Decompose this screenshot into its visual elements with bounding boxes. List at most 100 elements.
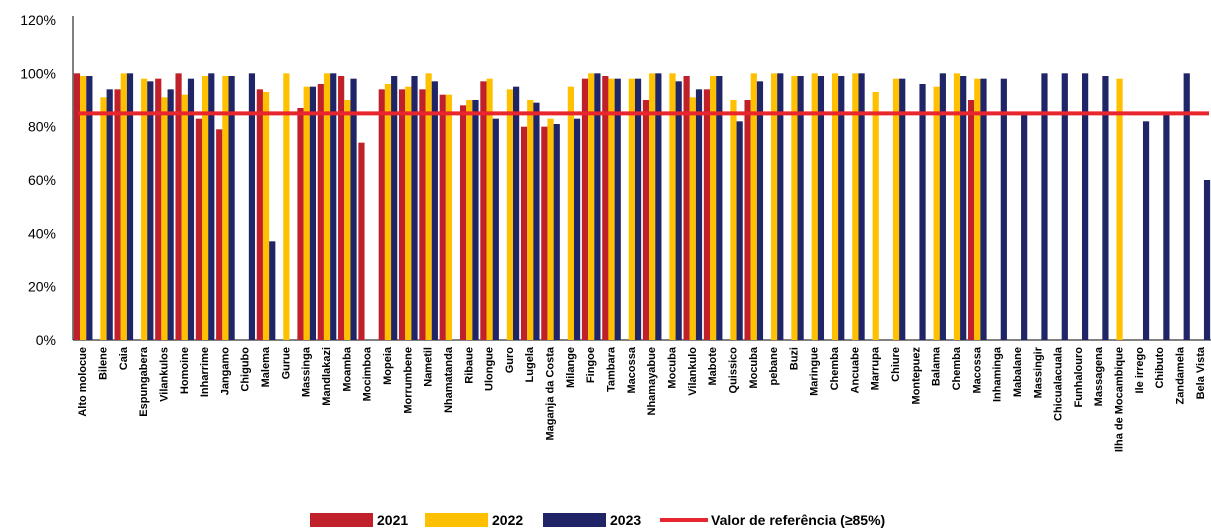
bar-2022 [161,97,168,340]
bar-2022 [506,89,514,340]
legend-label-reference: Valor de referência (≥85%) [711,512,885,528]
bar-2022 [323,73,331,340]
x-tick-label: Mabote [707,347,719,386]
bar-2022 [222,76,229,340]
bar-2023 [960,76,967,340]
bar-2023 [167,89,174,340]
bar-2023 [269,241,276,340]
bar-2022 [628,78,635,341]
bar-2023 [899,78,906,341]
x-tick-label: Mocuba [666,346,678,388]
bar-2022 [750,73,757,340]
bar-2023 [411,76,418,340]
bar-2023 [777,73,784,340]
x-tick-label: Mandlakazi [321,347,333,406]
x-tick-label: Inhaminga [992,346,1004,402]
x-tick-label: Marrupa [870,346,882,390]
bar-2021 [297,108,304,340]
y-tick-label: 40% [28,225,56,241]
bar-2021 [480,81,487,340]
bar-2022 [608,78,615,341]
x-tick-label: Bela Vista [1195,346,1207,399]
bar-2023 [1163,113,1170,340]
bar-2021 [399,89,406,340]
x-tick-label: Inharrime [199,347,211,397]
bar-2022 [120,73,127,340]
bar-2022 [953,73,961,340]
bar-2023 [106,89,113,340]
x-tick-label: Buzi [788,347,800,370]
bar-2021 [216,129,223,340]
bar-2023 [1000,78,1007,341]
x-tick-label: Macossa [626,346,638,393]
x-tick-label: Nhamayabue [646,347,658,415]
legend-label-2023: 2023 [610,512,641,528]
x-tick-label: Montepuez [910,347,922,405]
x-tick-label: Ulongue [484,347,496,391]
bar-2022 [547,118,554,340]
y-tick-label: 100% [20,65,56,81]
x-tick-label: Fingoe [585,347,597,383]
x-tick-label: Mocuba [748,346,760,388]
bar-2022 [649,73,656,340]
bar-2023 [1061,73,1068,340]
x-tick-label: Tambara [606,346,618,392]
bar-2023 [228,76,235,340]
legend-label-2022: 2022 [492,512,523,528]
bar-2022 [141,78,148,341]
bar-2023 [675,81,682,340]
bar-2023 [431,81,438,340]
bar-2022 [831,73,839,340]
bar-2022 [425,73,432,340]
bar-2022 [669,73,676,340]
bar-2022 [181,94,188,340]
bar-2023 [187,78,195,341]
bar-2023 [391,76,398,340]
bar-2022 [486,78,493,341]
x-tick-label: Jangamo [219,347,231,396]
bar-2023 [1041,73,1048,340]
bar-2021 [703,89,711,340]
x-tick-label: Ancuabe [849,347,861,393]
bar-2022 [201,76,209,340]
x-tick-label: Chemba [951,346,963,390]
bar-2022 [689,97,696,340]
legend: 2021 2022 2023 Valor de referência (≥85%) [310,512,885,528]
x-tick-label: Maringue [809,347,821,396]
x-tick-label: Moamba [341,346,353,392]
bar-2021 [439,94,446,340]
x-tick-label: Mopeia [382,346,394,385]
bar-2022 [80,76,87,340]
bar-2023 [655,73,662,340]
bar-2022 [100,97,107,340]
bar-2021 [459,105,467,340]
x-tick-label: Nametil [423,347,435,387]
bar-2023 [86,76,93,340]
bar-2023 [716,76,723,340]
bar-2023 [513,86,520,340]
bar-2023 [858,73,865,340]
x-tick-label: pebane [768,347,780,386]
x-tick-label: Vilankulo [687,347,699,396]
bar-2023 [1021,113,1028,340]
x-tick-label: Vilankulos [158,347,170,402]
x-tick-label: Lugela [524,346,536,382]
x-tick-label: Ile irrego [1134,347,1146,394]
x-tick-label: Ribaue [463,347,475,384]
bar-2021 [541,126,548,340]
bar-2021 [520,126,528,340]
legend-swatch-2022 [425,513,488,527]
bar-2023 [248,73,256,340]
x-tick-label: Chiure [890,347,902,382]
y-tick-label: 20% [28,279,56,295]
bar-2021 [73,73,81,340]
bar-2021 [358,142,365,340]
bar-2021 [642,100,650,340]
bar-2021 [175,73,182,340]
bar-2021 [419,89,426,340]
x-tick-label: Alto molocue [77,347,89,417]
x-tick-label: Zandamela [1175,346,1187,404]
bar-2023 [553,124,560,340]
y-tick-label: 80% [28,119,56,135]
bar-2023 [797,76,804,340]
